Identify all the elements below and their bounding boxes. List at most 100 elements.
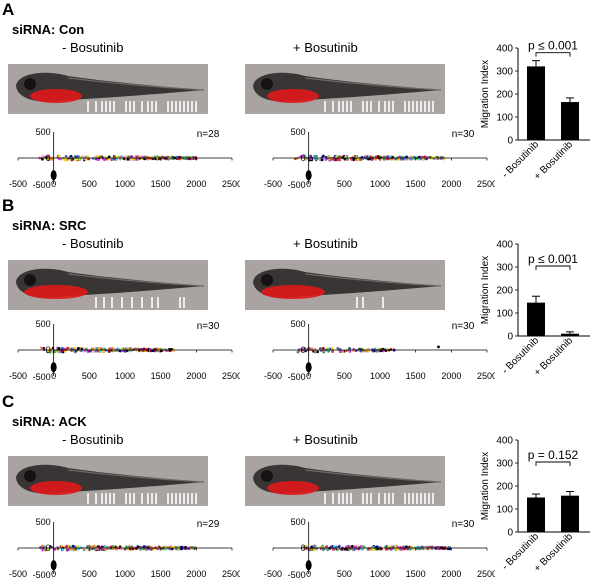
bar <box>527 302 545 336</box>
x-tick-label: 0 <box>306 569 311 578</box>
scatter-point <box>345 547 348 551</box>
bar <box>561 333 579 336</box>
scatter-point <box>78 157 81 161</box>
sample-count: n=29 <box>197 519 220 530</box>
scatter-point <box>357 349 361 352</box>
scatter-point <box>315 157 319 161</box>
y-tick-label: 0 <box>301 153 306 163</box>
scatter-point <box>350 544 354 548</box>
y-tick-label: 0 <box>46 153 51 163</box>
scatter-point <box>121 155 124 159</box>
scatter-point <box>91 347 95 351</box>
x-tick-label: 500 <box>337 179 352 188</box>
scatter-point <box>120 547 124 551</box>
x-tick-label: 0 <box>306 371 311 380</box>
scatter-point <box>135 155 139 158</box>
condition-label-minus: - Bosutinib <box>62 40 124 55</box>
scatter-point <box>322 154 325 158</box>
scatter-point <box>56 547 60 551</box>
scatter-point <box>59 157 62 161</box>
x-tick-label: 500 <box>82 569 97 578</box>
panel-b: B siRNA: SRC - Bosutinib + Bosutinib -50… <box>0 196 600 392</box>
condition-label-plus: + Bosutinib <box>293 40 358 55</box>
scatter-point <box>115 155 119 159</box>
scatter-point <box>137 155 141 158</box>
y-tick-label: 200 <box>496 482 513 493</box>
scatter-point <box>88 544 91 548</box>
scatter-point <box>353 155 357 158</box>
y-tick-label: 100 <box>496 113 513 124</box>
panel-c: C siRNA: ACK - Bosutinib + Bosutinib -50… <box>0 392 600 588</box>
y-axis-label: Migration Index <box>480 452 491 520</box>
condition-label-minus: - Bosutinib <box>62 236 124 251</box>
scatter-point <box>132 158 135 161</box>
scatter-point <box>126 155 130 159</box>
scatter-point <box>375 545 379 549</box>
x-tick-label: -500 <box>264 569 282 578</box>
scatter-point <box>100 350 104 353</box>
yolk-fluorescence <box>261 285 325 299</box>
scatter-point <box>346 158 349 161</box>
scatter-point <box>386 155 390 158</box>
scatter-point <box>304 544 307 548</box>
significance-bracket <box>535 461 571 466</box>
x-tick-label: 2500 <box>477 371 495 380</box>
scatter-point <box>66 548 69 552</box>
scatter-point <box>56 350 60 354</box>
y-tick-label: 100 <box>496 505 513 516</box>
y-tick-label: 100 <box>496 309 513 320</box>
scatter-point <box>388 155 392 158</box>
x-tick-label: 500 <box>337 371 352 380</box>
x-tick-label: 0 <box>51 569 56 578</box>
scatter-point <box>71 544 75 548</box>
condition-label-plus: + Bosutinib <box>293 432 358 447</box>
sample-count: n=30 <box>452 129 475 140</box>
x-tick-label: 2500 <box>477 569 495 578</box>
fish-image-minus <box>8 260 208 310</box>
y-tick-label: -500 <box>288 570 306 578</box>
scatter-point <box>47 548 50 551</box>
y-tick-label: 0 <box>507 332 513 343</box>
scatter-point <box>126 158 130 161</box>
x-tick-label: 2000 <box>441 371 461 380</box>
scatter-point <box>111 347 114 350</box>
scatter-point <box>420 545 423 549</box>
x-tick-label: 2000 <box>441 179 461 188</box>
y-tick-label: 400 <box>496 436 513 447</box>
scatter-point <box>107 155 111 159</box>
origin-marker <box>50 170 57 181</box>
bar <box>527 497 545 532</box>
scatter-point <box>107 350 111 353</box>
x-tick-label: 2500 <box>222 371 240 380</box>
x-tick-label: 1500 <box>406 179 426 188</box>
p-value-annotation: p = 0.152 <box>528 448 579 462</box>
y-tick-label: 500 <box>36 128 51 137</box>
scatter-point <box>66 346 70 350</box>
scatter-point <box>313 544 317 548</box>
scatter-point <box>312 548 316 552</box>
x-tick-label: 1000 <box>115 179 135 188</box>
scatter-point <box>136 545 140 548</box>
scatter-point <box>94 350 97 353</box>
scatter-point <box>57 347 61 350</box>
scatter-point <box>309 154 313 158</box>
zebrafish-notochord <box>67 77 205 91</box>
fish-image-plus <box>245 456 445 506</box>
scatter-point <box>130 155 133 158</box>
scatter-point <box>303 154 307 158</box>
scatter-point <box>324 158 328 161</box>
scatter-point <box>97 545 101 548</box>
y-tick-label: 500 <box>36 320 51 329</box>
y-tick-label: 200 <box>496 286 513 297</box>
scatter-point <box>71 157 74 161</box>
origin-marker <box>305 170 312 181</box>
scatter-point <box>61 548 65 552</box>
scatter-point <box>115 158 119 161</box>
zebrafish-notochord <box>304 77 442 91</box>
scatter-point <box>91 350 95 354</box>
x-tick-label: -500 <box>264 371 282 380</box>
panel-letter: B <box>2 196 15 215</box>
scatter-point <box>64 154 68 158</box>
